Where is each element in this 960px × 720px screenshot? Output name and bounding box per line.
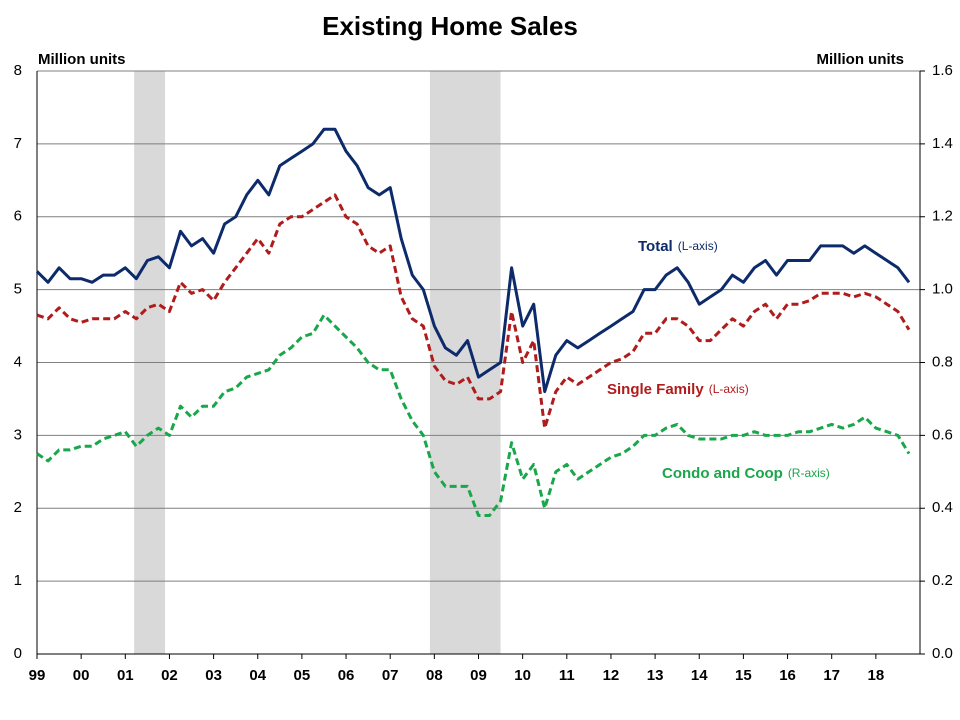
y-tick-label: 0 — [14, 645, 22, 662]
series-line — [35, 127, 911, 394]
y-tick-label: 6 — [14, 208, 22, 225]
series-note: (R-axis) — [788, 466, 830, 480]
x-tick-label: 06 — [338, 667, 355, 684]
series-name: Single Family — [607, 381, 704, 398]
y-tick-label: 1 — [14, 572, 22, 589]
y2-tick-label: 1.2 — [932, 208, 953, 225]
y2-axis-label: Million units — [817, 51, 905, 68]
y2-tick-label: 0.0 — [932, 645, 953, 662]
y2-tick-label: 1.0 — [932, 281, 953, 298]
y-tick-label: 5 — [14, 281, 22, 298]
x-tick-label: 16 — [779, 667, 796, 684]
x-tick-label: 11 — [559, 667, 575, 684]
y2-tick-label: 0.2 — [932, 572, 953, 589]
y-tick-label: 7 — [14, 135, 22, 152]
y2-tick-label: 0.8 — [932, 353, 953, 370]
series-label: Total (L-axis) — [638, 238, 718, 255]
series-name: Condo and Coop — [662, 465, 783, 482]
x-tick-label: 99 — [29, 667, 46, 684]
series-note: (L-axis) — [709, 382, 749, 396]
series-note: (L-axis) — [678, 239, 718, 253]
x-tick-label: 01 — [117, 667, 134, 684]
series-line — [36, 193, 911, 430]
x-tick-label: 12 — [603, 667, 620, 684]
series-label: Condo and Coop (R-axis) — [662, 465, 830, 482]
series-line — [36, 313, 911, 517]
x-tick-label: 08 — [426, 667, 443, 684]
y2-tick-label: 1.6 — [932, 62, 953, 79]
series-label: Single Family (L-axis) — [607, 381, 749, 398]
x-tick-label: 09 — [470, 667, 487, 684]
x-tick-label: 00 — [73, 667, 90, 684]
x-tick-label: 13 — [647, 667, 664, 684]
x-tick-label: 14 — [691, 667, 708, 684]
y-tick-label: 3 — [14, 426, 22, 443]
y-tick-label: 8 — [14, 62, 22, 79]
x-tick-label: 17 — [823, 667, 840, 684]
y-tick-label: 2 — [14, 499, 22, 516]
y-axis-label: Million units — [38, 51, 126, 68]
y2-tick-label: 0.6 — [932, 426, 953, 443]
x-tick-label: 03 — [205, 667, 222, 684]
y2-tick-label: 1.4 — [932, 135, 953, 152]
x-tick-label: 05 — [294, 667, 311, 684]
x-tick-label: 18 — [868, 667, 885, 684]
x-tick-label: 10 — [514, 667, 531, 684]
y2-tick-label: 0.4 — [932, 499, 953, 516]
series-name: Total — [638, 238, 673, 255]
y-tick-label: 4 — [14, 353, 22, 370]
x-tick-label: 04 — [249, 667, 266, 684]
x-tick-label: 07 — [382, 667, 399, 684]
chart-title: Existing Home Sales — [322, 11, 578, 41]
x-tick-label: 15 — [735, 667, 752, 684]
x-tick-label: 02 — [161, 667, 178, 684]
